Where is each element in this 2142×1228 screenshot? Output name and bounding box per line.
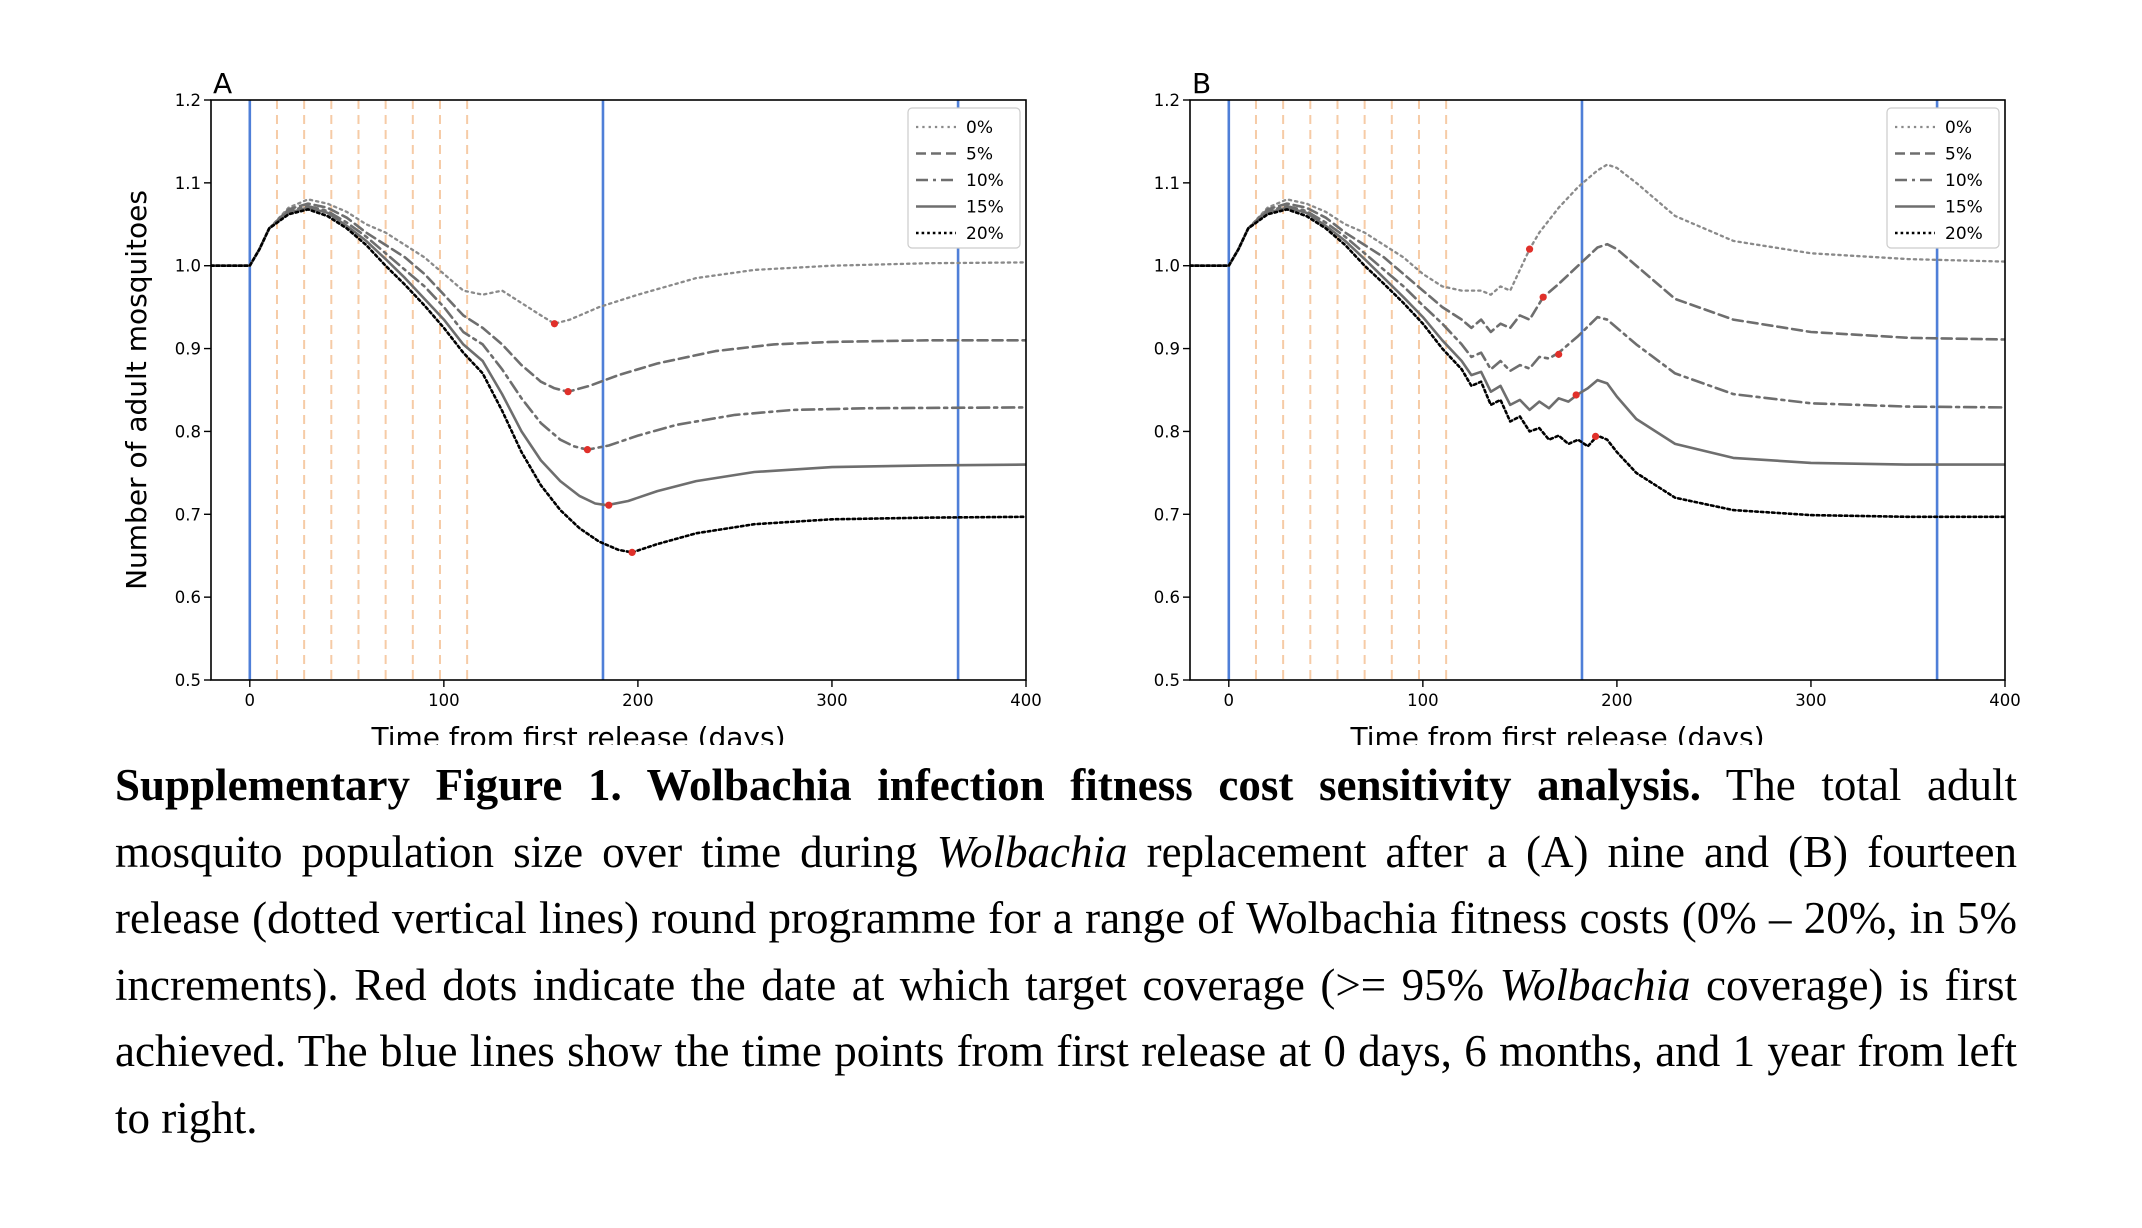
x-axis-label: Time from first release (days) [1349,721,1764,745]
y-tick-label: 1.0 [1154,257,1180,276]
x-tick-label: 100 [428,691,460,710]
target-dot-20pct [628,548,636,557]
y-tick-label: 0.5 [175,671,201,690]
y-tick-label: 0.6 [1154,588,1180,607]
series-line-20pct [211,208,1026,554]
y-tick-label: 0.8 [1154,422,1180,441]
legend: 0% 5% 10% 15% 20% [907,107,1021,249]
panel-label: A [213,67,232,100]
plot-frame [210,99,1027,681]
caption-italic-2: Wolbachia [1499,959,1691,1010]
x-tick-label: 0 [1224,691,1235,710]
series-line-0pct [1190,163,2005,296]
y-axis-label: Number of adult mosquitoes [120,190,153,590]
plot-area [1190,100,2005,680]
target-dot-10pct [583,446,592,454]
x-tick-label: 400 [1010,691,1042,710]
target-dot-10pct [1555,350,1563,358]
x-tick-label: 0 [245,691,256,710]
legend-entry: 5% [1945,145,1972,165]
figure-caption: Supplementary Figure 1. Wolbachia infect… [115,752,2017,1151]
plot-frame [1189,99,2006,681]
plot-area [211,100,1026,680]
y-tick-label: 0.5 [1154,671,1180,690]
legend-entry: 15% [966,198,1004,218]
series-line-15pct [211,206,1026,507]
legend-entry: 0% [1945,118,1972,138]
series-line-10pct [1190,204,2005,409]
y-tick-label: 0.9 [1154,340,1180,359]
x-tick-label: 400 [1989,691,2021,710]
target-dot-5pct [1539,293,1547,301]
y-tick-label: 0.8 [175,422,201,441]
caption-text-3: coverage) is first achieved. The blue li… [115,959,2017,1143]
y-tick-label: 0.9 [175,340,201,359]
target-dot-0pct [550,320,559,328]
legend-entry: 5% [966,145,993,165]
panel-label: B [1192,67,1211,100]
panel-b: 0 100 200 300 400 0.5 0.6 0.7 0.8 0.9 1.0 1.1 1.2 Tim… [1154,67,2021,745]
x-tick-label: 300 [816,691,848,710]
series-line-0pct [211,198,1026,325]
figure: 0 100 200 300 400 0.5 0.6 0.7 0.8 0.9 1.0 1.1 1.2 Tim… [120,67,2021,745]
x-tick-label: 100 [1407,691,1439,710]
y-tick-label: 1.1 [1154,174,1180,193]
legend-entry: 20% [966,224,1004,244]
series-line-5pct [211,202,1026,393]
series-line-15pct [1190,206,2005,466]
caption-italic-1: Wolbachia [936,826,1128,877]
caption-text-1: The total adult mosquito population size… [115,760,2017,877]
legend-box [907,107,1021,249]
series-line-10pct [211,204,1026,451]
legend-entry: 15% [1945,198,1983,218]
series-line-20pct [1190,208,2005,519]
target-dot-5pct [564,388,572,396]
legend: 0% 5% 10% 15% 20% [1886,107,2000,249]
legend-entry: 0% [966,118,993,138]
target-dot-20pct [1591,432,1600,440]
series-line-5pct [1190,202,2005,341]
y-tick-label: 1.2 [175,91,201,110]
panel-a: 0 100 200 300 400 0.5 0.6 0.7 0.8 0.9 1.0 1.1 1.2 Tim… [120,67,1042,745]
caption-title: Supplementary Figure 1. Wolbachia infect… [115,760,1701,810]
y-tick-label: 1.2 [1154,91,1180,110]
y-tick-label: 0.7 [175,505,201,524]
x-tick-label: 300 [1795,691,1827,710]
legend-entry: 10% [1945,171,1983,191]
x-tick-label: 200 [1601,691,1633,710]
y-tick-label: 1.1 [175,174,201,193]
target-dot-15pct [605,501,613,509]
legend-box [1886,107,2000,249]
legend-entry: 20% [1945,224,1983,244]
y-tick-label: 1.0 [175,257,201,276]
y-tick-label: 0.7 [1154,505,1180,524]
target-dot-0pct [1525,245,1534,253]
y-tick-label: 0.6 [175,588,201,607]
legend-entry: 10% [966,171,1004,191]
target-dot-15pct [1572,391,1580,399]
x-tick-label: 200 [622,691,654,710]
x-axis-label: Time from first release (days) [370,721,785,745]
caption-text-2: replacement after a (A) nine and (B) fou… [115,826,2017,1010]
